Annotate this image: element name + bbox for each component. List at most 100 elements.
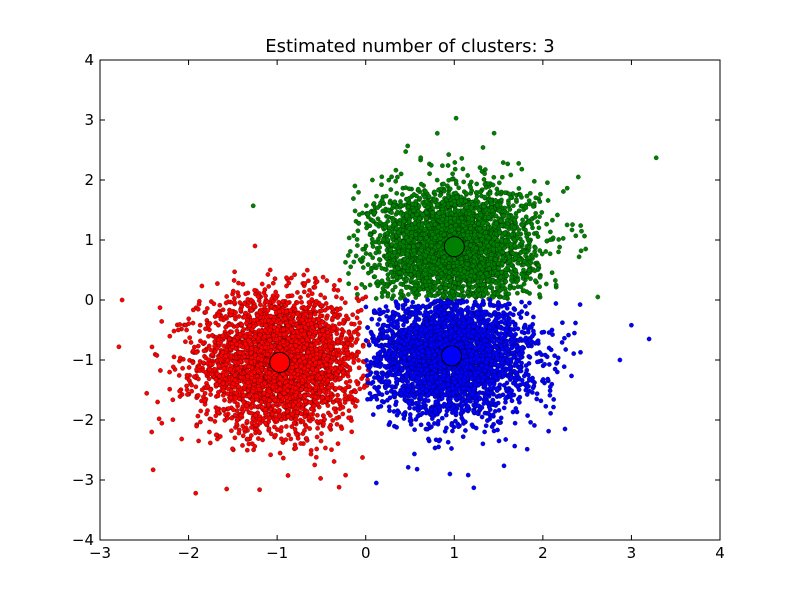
cluster-1-point [245,297,251,302]
cluster-1-point [213,432,219,438]
cluster-1-point [314,434,320,440]
cluster-1-point [205,383,211,389]
cluster-1-point [195,393,201,398]
cluster-2-point [394,190,400,196]
cluster-1-point [294,338,299,344]
cluster-1-point [335,392,340,398]
cluster-1-point [314,298,319,304]
cluster-1-point [248,410,254,416]
cluster-1-point [353,389,358,395]
cluster-1-point [236,384,242,390]
cluster-1-point [351,321,357,327]
cluster-1-point [220,387,226,393]
cluster-1-point [251,324,257,329]
cluster-1-point [272,424,277,430]
cluster-1-point [154,353,160,358]
cluster-1-point [277,450,283,456]
cluster-1-point [167,386,173,392]
cluster-1-point [305,293,311,298]
cluster-1-point [184,383,189,389]
cluster-1-point [328,413,333,418]
cluster-2-point [343,259,348,265]
cluster-1-point [307,426,313,431]
cluster-1-point [263,323,269,329]
cluster-1-point [291,312,296,318]
cluster-2-point [398,295,403,301]
cluster-1-point [312,275,318,281]
cluster-1-point [286,336,291,342]
cluster-1-point [292,426,298,432]
cluster-1-point [340,320,346,326]
cluster-1-point [198,408,204,414]
cluster-1-point [240,281,246,287]
cluster-1-point [250,388,256,394]
cluster-1-point [356,325,362,331]
cluster-1-point [218,357,224,363]
cluster-1-point [282,316,288,321]
cluster-1-point [175,327,181,333]
cluster-2-point [346,235,352,241]
cluster-1-point [267,327,273,333]
cluster-1-point [304,436,309,441]
cluster-1-point [221,343,227,349]
cluster-1-point [212,419,218,424]
cluster-1-point [320,274,326,280]
cluster-1-point [234,341,239,347]
cluster-1-point [280,339,286,344]
cluster-1-point [252,443,258,449]
cluster-1-point [189,382,194,388]
cluster-1-point [335,339,341,345]
cluster-1-point [196,438,201,444]
cluster-1-point [303,387,309,393]
cluster-1-point [317,390,322,396]
cluster-1-point [331,287,337,292]
cluster-1-point [324,316,329,321]
cluster-1-point [206,376,212,382]
cluster-1-point [279,417,284,423]
cluster-1-point [342,361,348,367]
cluster-1-point [277,381,283,386]
cluster-1-point [252,287,257,293]
cluster-1-point [242,354,247,359]
cluster-1-point [340,411,346,417]
cluster-1-point [347,365,352,370]
cluster-1-point [223,324,228,330]
cluster-1-point [207,429,212,435]
cluster-1-point [267,337,273,343]
cluster-2-point [351,233,357,239]
cluster-1-point [332,312,337,318]
cluster-2-point [531,178,537,184]
cluster-1-point [331,325,337,331]
cluster-1-point [229,428,234,434]
cluster-1-point [155,399,160,405]
cluster-1-point [324,362,329,368]
cluster-1-point [344,351,350,356]
cluster-1-point [341,329,346,334]
cluster-1-point [329,447,334,453]
cluster-1-point [184,327,189,333]
cluster-1-point [232,435,238,441]
cluster-1-point [342,300,348,306]
cluster-2-point [427,171,432,177]
cluster-1-point [263,293,268,299]
cluster-1-point [300,355,306,361]
cluster-1-point [266,284,272,289]
cluster-1-point [259,399,264,405]
cluster-2-point [348,264,354,270]
cluster-1-point [230,288,236,294]
cluster-1-point [337,359,343,365]
cluster-1-point [170,397,176,403]
cluster-1-point [304,267,310,273]
cluster-1-point [334,294,339,300]
cluster-2-point [533,195,539,201]
cluster-1-point [330,418,336,423]
cluster-1-point [205,323,211,329]
cluster-1-point [191,374,197,380]
cluster-1-point [144,390,150,396]
cluster-1-point [276,408,282,413]
cluster-1-point [195,306,201,312]
cluster-1-point [156,416,162,422]
cluster-1-point [221,366,227,372]
cluster-1-point [291,303,297,309]
